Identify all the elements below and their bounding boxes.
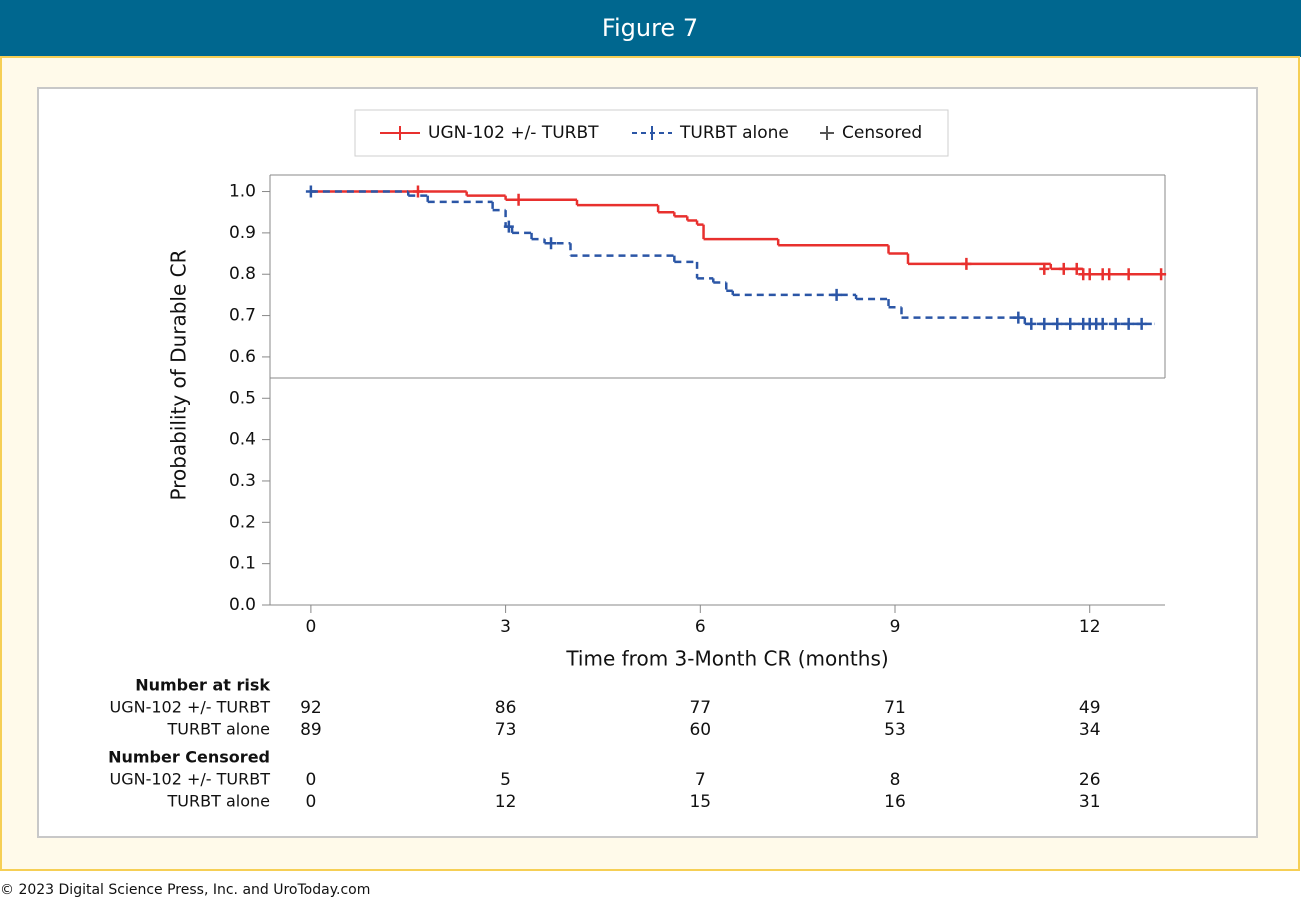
risk-label: TURBT alone [167, 720, 270, 739]
censor-mark [1156, 268, 1167, 281]
risk-value: 86 [495, 698, 517, 718]
y-tick-label: 0.7 [229, 306, 256, 326]
censor-mark [513, 193, 524, 206]
censor-mark [1052, 317, 1063, 330]
x-axis-title: Time from 3-Month CR (months) [565, 647, 888, 671]
risk-value: 26 [1079, 770, 1101, 790]
panel [37, 87, 1258, 838]
risk-value: 89 [300, 720, 322, 740]
legend-label: UGN-102 +/- TURBT [428, 123, 599, 143]
censor-mark [1097, 317, 1108, 330]
censor-mark [1123, 317, 1134, 330]
risk-label: UGN-102 +/- TURBT [110, 770, 271, 789]
risk-value: 77 [689, 698, 711, 718]
x-tick-label: 12 [1079, 617, 1101, 637]
legend-label: TURBT alone [679, 123, 789, 143]
y-tick-label: 1.0 [229, 182, 256, 202]
header-bar [0, 0, 1301, 57]
legend-label: Censored [842, 123, 922, 143]
y-tick-label: 0.3 [229, 471, 256, 491]
risk-value: 60 [689, 720, 711, 740]
risk-value: 7 [695, 770, 706, 790]
risk-value: 71 [884, 698, 906, 718]
censor-mark [1039, 317, 1050, 330]
censor-mark [546, 237, 557, 250]
risk-title: Number Censored [108, 748, 270, 767]
risk-value: 15 [689, 792, 711, 812]
risk-label: UGN-102 +/- TURBT [110, 698, 271, 717]
risk-value: 73 [495, 720, 517, 740]
footer: © 2023 Digital Science Press, Inc. and U… [0, 882, 370, 898]
risk-value: 0 [305, 792, 316, 812]
censor-mark [1026, 317, 1037, 330]
y-tick-label: 0.1 [229, 554, 256, 574]
risk-value: 16 [884, 792, 906, 812]
censor-mark [1136, 317, 1147, 330]
x-tick-label: 9 [890, 617, 901, 637]
censor-mark [1104, 268, 1115, 281]
x-tick-label: 6 [695, 617, 706, 637]
censor-mark [1123, 268, 1134, 281]
y-tick-label: 0.6 [229, 347, 256, 367]
censor-mark [503, 220, 514, 233]
risk-value: 8 [890, 770, 901, 790]
censor-mark [831, 288, 842, 301]
risk-value: 0 [305, 770, 316, 790]
risk-value: 53 [884, 720, 906, 740]
y-axis-title: Probability of Durable CR [167, 249, 191, 500]
y-tick-label: 0.5 [229, 388, 256, 408]
y-tick-label: 0.0 [229, 595, 256, 615]
legend-cross [820, 126, 834, 140]
risk-value: 34 [1079, 720, 1101, 740]
risk-title: Number at risk [135, 676, 270, 695]
censor-mark [1039, 262, 1050, 275]
header-title: Figure 7 [602, 14, 698, 42]
censor-mark [412, 185, 423, 198]
censor-mark [1013, 311, 1024, 324]
censor-mark [1058, 262, 1069, 275]
censor-mark [1084, 268, 1095, 281]
risk-value: 31 [1079, 792, 1101, 812]
y-tick-label: 0.4 [229, 430, 256, 450]
censor-mark [1071, 262, 1082, 275]
risk-value: 49 [1079, 698, 1101, 718]
risk-value: 5 [500, 770, 511, 790]
x-tick-label: 3 [500, 617, 511, 637]
risk-value: 92 [300, 698, 322, 718]
risk-label: TURBT alone [167, 792, 270, 811]
censor-mark [1110, 317, 1121, 330]
y-tick-label: 0.8 [229, 264, 256, 284]
censor-mark [961, 257, 972, 270]
risk-value: 12 [495, 792, 517, 812]
censor-mark [1065, 317, 1076, 330]
censor-mark [305, 185, 316, 198]
y-tick-label: 0.9 [229, 223, 256, 243]
y-tick-label: 0.2 [229, 512, 256, 532]
x-tick-label: 0 [305, 617, 316, 637]
